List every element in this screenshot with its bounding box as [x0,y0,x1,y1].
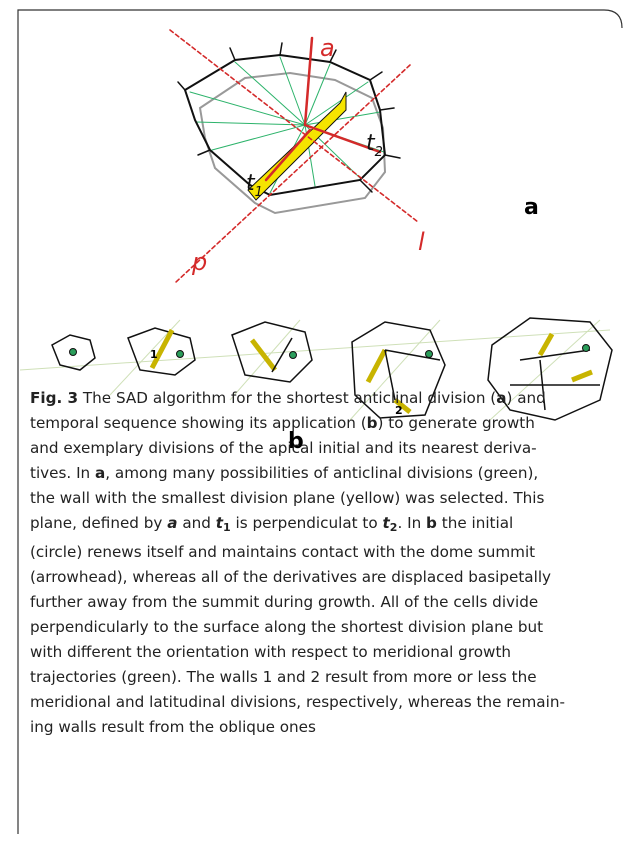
vector-label: t2 [366,131,383,160]
caption-line: with different the orientation with resp… [30,640,630,665]
caption-text: is perpendiculat to [230,514,383,532]
caption-text: the wall with the smallest division plan… [30,489,545,507]
caption-text: 1 [223,521,231,534]
caption-text: temporal sequence showing its applicatio… [30,414,367,432]
panel-a-drawing [169,29,419,283]
panel-b-drawing [19,317,613,421]
caption-text: and [177,514,216,532]
caption-text: trajectories (green). The walls 1 and 2 … [30,668,537,686]
wall-label: 2 [395,404,403,417]
caption-line: Fig. 3 The SAD algorithm for the shortes… [30,386,630,411]
axis-label: l [418,228,425,256]
caption-text: , among many possibilities of anticlinal… [105,464,539,482]
caption-text: (arrowhead), whereas all of the derivati… [30,568,552,586]
caption-line: plane, defined by a and t1 is perpendicu… [30,511,630,540]
caption-text: further away from the summit during grow… [30,593,539,611]
panel-label: b [288,429,304,454]
caption-text: Fig. 3 [30,389,79,407]
axis-label: a [320,34,335,62]
caption-text: b [366,414,378,432]
caption-text: b [426,514,437,532]
caption-text: (circle) renews itself and maintains con… [30,543,536,561]
caption-text: the initial [436,514,514,532]
panel-a-labels: a l p t1 t2 [191,34,425,276]
caption-line: (arrowhead), whereas all of the derivati… [30,565,630,590]
caption-text: tives. In [30,464,96,482]
panel-label: a [524,195,539,220]
caption-text: 2 [389,521,398,534]
caption-text: a [167,514,178,532]
caption-text: t [382,514,390,532]
caption-line: perpendicularly to the surface along the… [30,615,630,640]
caption-text: and exemplary divisions of the apical in… [30,439,537,457]
caption-line: trajectories (green). The walls 1 and 2 … [30,665,630,690]
caption-line: further away from the summit during grow… [30,590,630,615]
caption-line: the wall with the smallest division plan… [30,486,630,511]
caption-text: meridional and latitudinal divisions, re… [30,693,565,711]
caption-text: plane, defined by [30,514,168,532]
caption-line: tives. In a, among many possibilities of… [30,461,630,486]
caption-text: . In [397,514,427,532]
caption-text: The SAD algorithm for the shortest antic… [78,389,497,407]
caption-line: meridional and latitudinal divisions, re… [30,690,630,715]
caption-text: ing walls result from the oblique ones [30,718,316,736]
caption-line: and exemplary divisions of the apical in… [30,436,630,461]
wall-label: 1 [150,348,158,361]
caption-text: a [496,389,507,407]
caption: Fig. 3 The SAD algorithm for the shortes… [30,386,630,740]
caption-line: (circle) renews itself and maintains con… [30,540,630,565]
caption-text: a [95,464,106,482]
axis-label: p [191,248,207,276]
vector-label: t1 [246,171,263,200]
caption-text: ) to generate growth [377,414,535,432]
caption-text: with different the orientation with resp… [30,643,512,661]
frame [17,9,623,834]
caption-line: ing walls result from the oblique ones [30,715,630,740]
caption-text: t [215,514,223,532]
caption-line: temporal sequence showing its applicatio… [30,411,630,436]
caption-text: ) and [506,389,546,407]
caption-text: perpendicularly to the surface along the… [30,618,544,636]
